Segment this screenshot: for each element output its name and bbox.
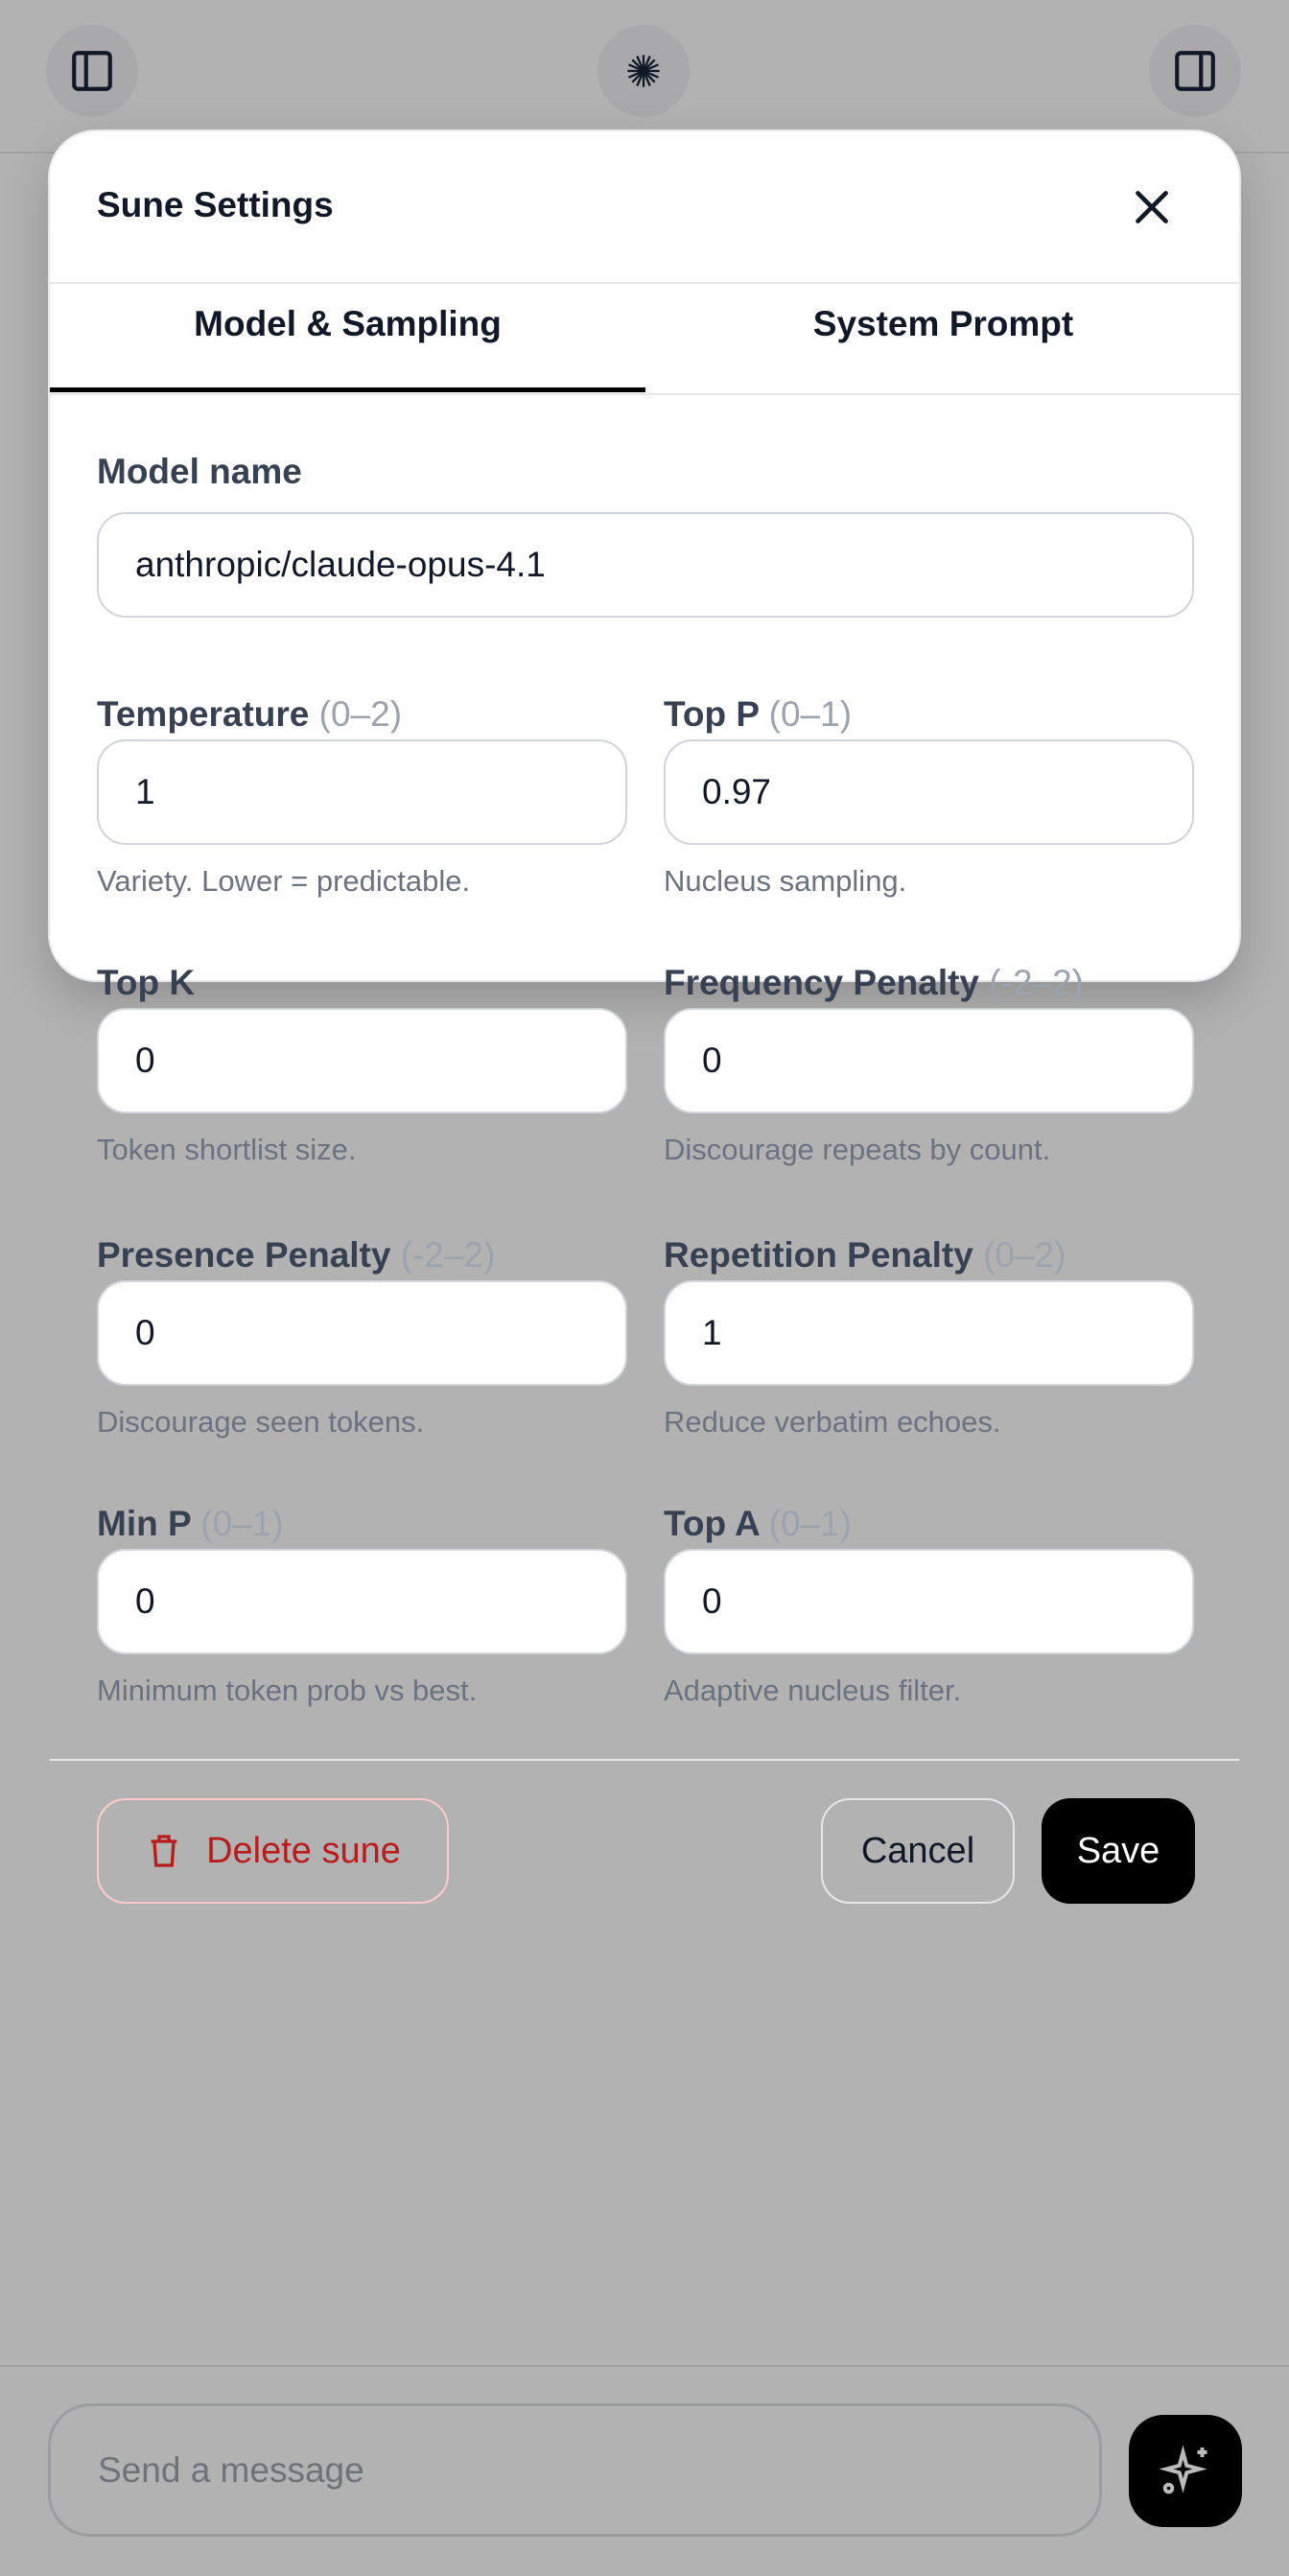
field-label: Min P (0–1) <box>97 1504 284 1544</box>
field-label-text: Frequency Penalty <box>664 963 980 1002</box>
trash-icon <box>151 1835 177 1867</box>
field-help: Discourage repeats by count. <box>664 1133 1051 1166</box>
field-label: Presence Penalty (-2–2) <box>97 1235 495 1276</box>
sune-logo-button[interactable] <box>598 25 690 117</box>
close-button[interactable] <box>1128 183 1176 231</box>
settings-dialog: Sune Settings Model & Sampling System Pr… <box>48 129 1241 1904</box>
tabs-divider <box>50 393 1239 395</box>
active-tab-indicator <box>50 387 645 392</box>
field-label: Repetition Penalty (0–2) <box>664 1235 1066 1276</box>
field-input[interactable]: 0 <box>97 1549 627 1654</box>
field-input[interactable]: 1 <box>97 739 627 845</box>
field-label-text: Min P <box>97 1504 191 1543</box>
field-label: Temperature (0–2) <box>97 694 402 735</box>
field-label-text: Repetition Penalty <box>664 1235 973 1275</box>
field-label-text: Temperature <box>97 694 310 734</box>
toggle-left-sidebar-button[interactable] <box>46 25 138 117</box>
field-label: Top K <box>97 963 195 1003</box>
field-input[interactable]: 0 <box>664 1549 1194 1654</box>
field-range: (0–2) <box>983 1235 1066 1275</box>
field-help: Adaptive nucleus filter. <box>664 1674 962 1707</box>
delete-sune-button[interactable]: Delete sune <box>97 1798 449 1904</box>
field-help: Discourage seen tokens. <box>97 1405 425 1439</box>
tab-model-sampling[interactable]: Model & Sampling <box>194 304 502 343</box>
field-label-text: Top A <box>664 1504 760 1543</box>
model-name-input[interactable]: anthropic/claude-opus-4.1 <box>97 512 1194 618</box>
starburst-icon <box>627 55 660 87</box>
field-range: (-2–2) <box>989 963 1084 1002</box>
field-label: Top P (0–1) <box>664 694 852 735</box>
field-range: (-2–2) <box>400 1235 496 1275</box>
footer-divider <box>50 1759 1239 1761</box>
field-help: Reduce verbatim echoes. <box>664 1405 1001 1439</box>
field-input[interactable]: 0 <box>97 1008 627 1113</box>
field-help: Variety. Lower = predictable. <box>97 864 471 898</box>
field-range: (0–1) <box>768 694 853 734</box>
field-input[interactable]: 0.97 <box>664 739 1194 845</box>
field-help: Nucleus sampling. <box>664 864 907 898</box>
sparkles-icon <box>1159 2444 1207 2494</box>
send-button[interactable] <box>1129 2415 1242 2527</box>
field-label: Frequency Penalty (-2–2) <box>664 963 1084 1003</box>
model-name-label: Model name <box>97 452 302 491</box>
field-input[interactable]: 0 <box>97 1280 627 1386</box>
composer-divider <box>0 2365 1289 2367</box>
sidebar-left-icon <box>72 51 112 91</box>
sidebar-right-icon <box>1175 51 1215 91</box>
field-range: (0–2) <box>318 694 403 734</box>
field-help: Minimum token prob vs best. <box>97 1674 478 1707</box>
field-label-text: Presence Penalty <box>97 1235 391 1275</box>
close-icon <box>1136 191 1168 223</box>
field-label-text: Top K <box>97 963 196 1002</box>
field-input[interactable]: 0 <box>664 1008 1194 1113</box>
field-range: (0–1) <box>200 1504 284 1543</box>
field-range: (0–1) <box>768 1504 852 1543</box>
dialog-title: Sune Settings <box>97 185 334 224</box>
field-label-text: Top P <box>664 694 760 734</box>
field-help: Token shortlist size. <box>97 1133 357 1166</box>
field-label: Top A (0–1) <box>664 1504 852 1544</box>
message-input[interactable]: Send a message <box>48 2403 1102 2537</box>
toggle-right-sidebar-button[interactable] <box>1149 25 1241 117</box>
header-divider <box>50 282 1239 284</box>
delete-label: Delete sune <box>206 1830 401 1871</box>
cancel-button[interactable]: Cancel <box>821 1798 1015 1904</box>
tab-system-prompt[interactable]: System Prompt <box>812 304 1074 343</box>
field-input[interactable]: 1 <box>664 1280 1194 1386</box>
save-button[interactable]: Save <box>1042 1798 1195 1904</box>
